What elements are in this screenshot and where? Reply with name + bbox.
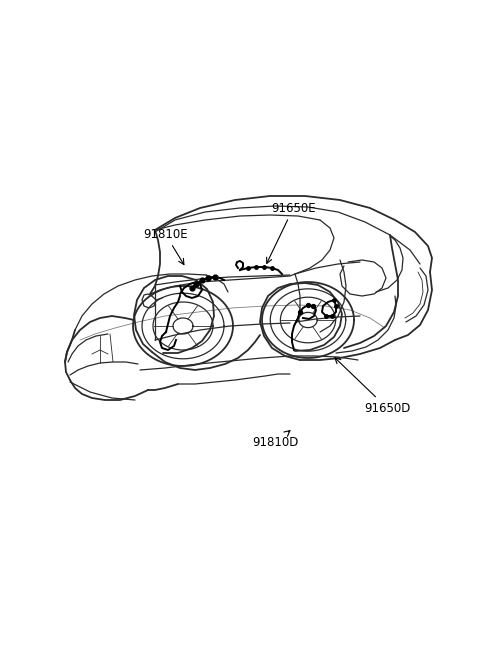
Text: 91810E: 91810E — [143, 227, 188, 265]
Text: 91810D: 91810D — [252, 430, 299, 449]
Text: 91650D: 91650D — [335, 358, 410, 415]
Text: 91650E: 91650E — [266, 202, 316, 263]
